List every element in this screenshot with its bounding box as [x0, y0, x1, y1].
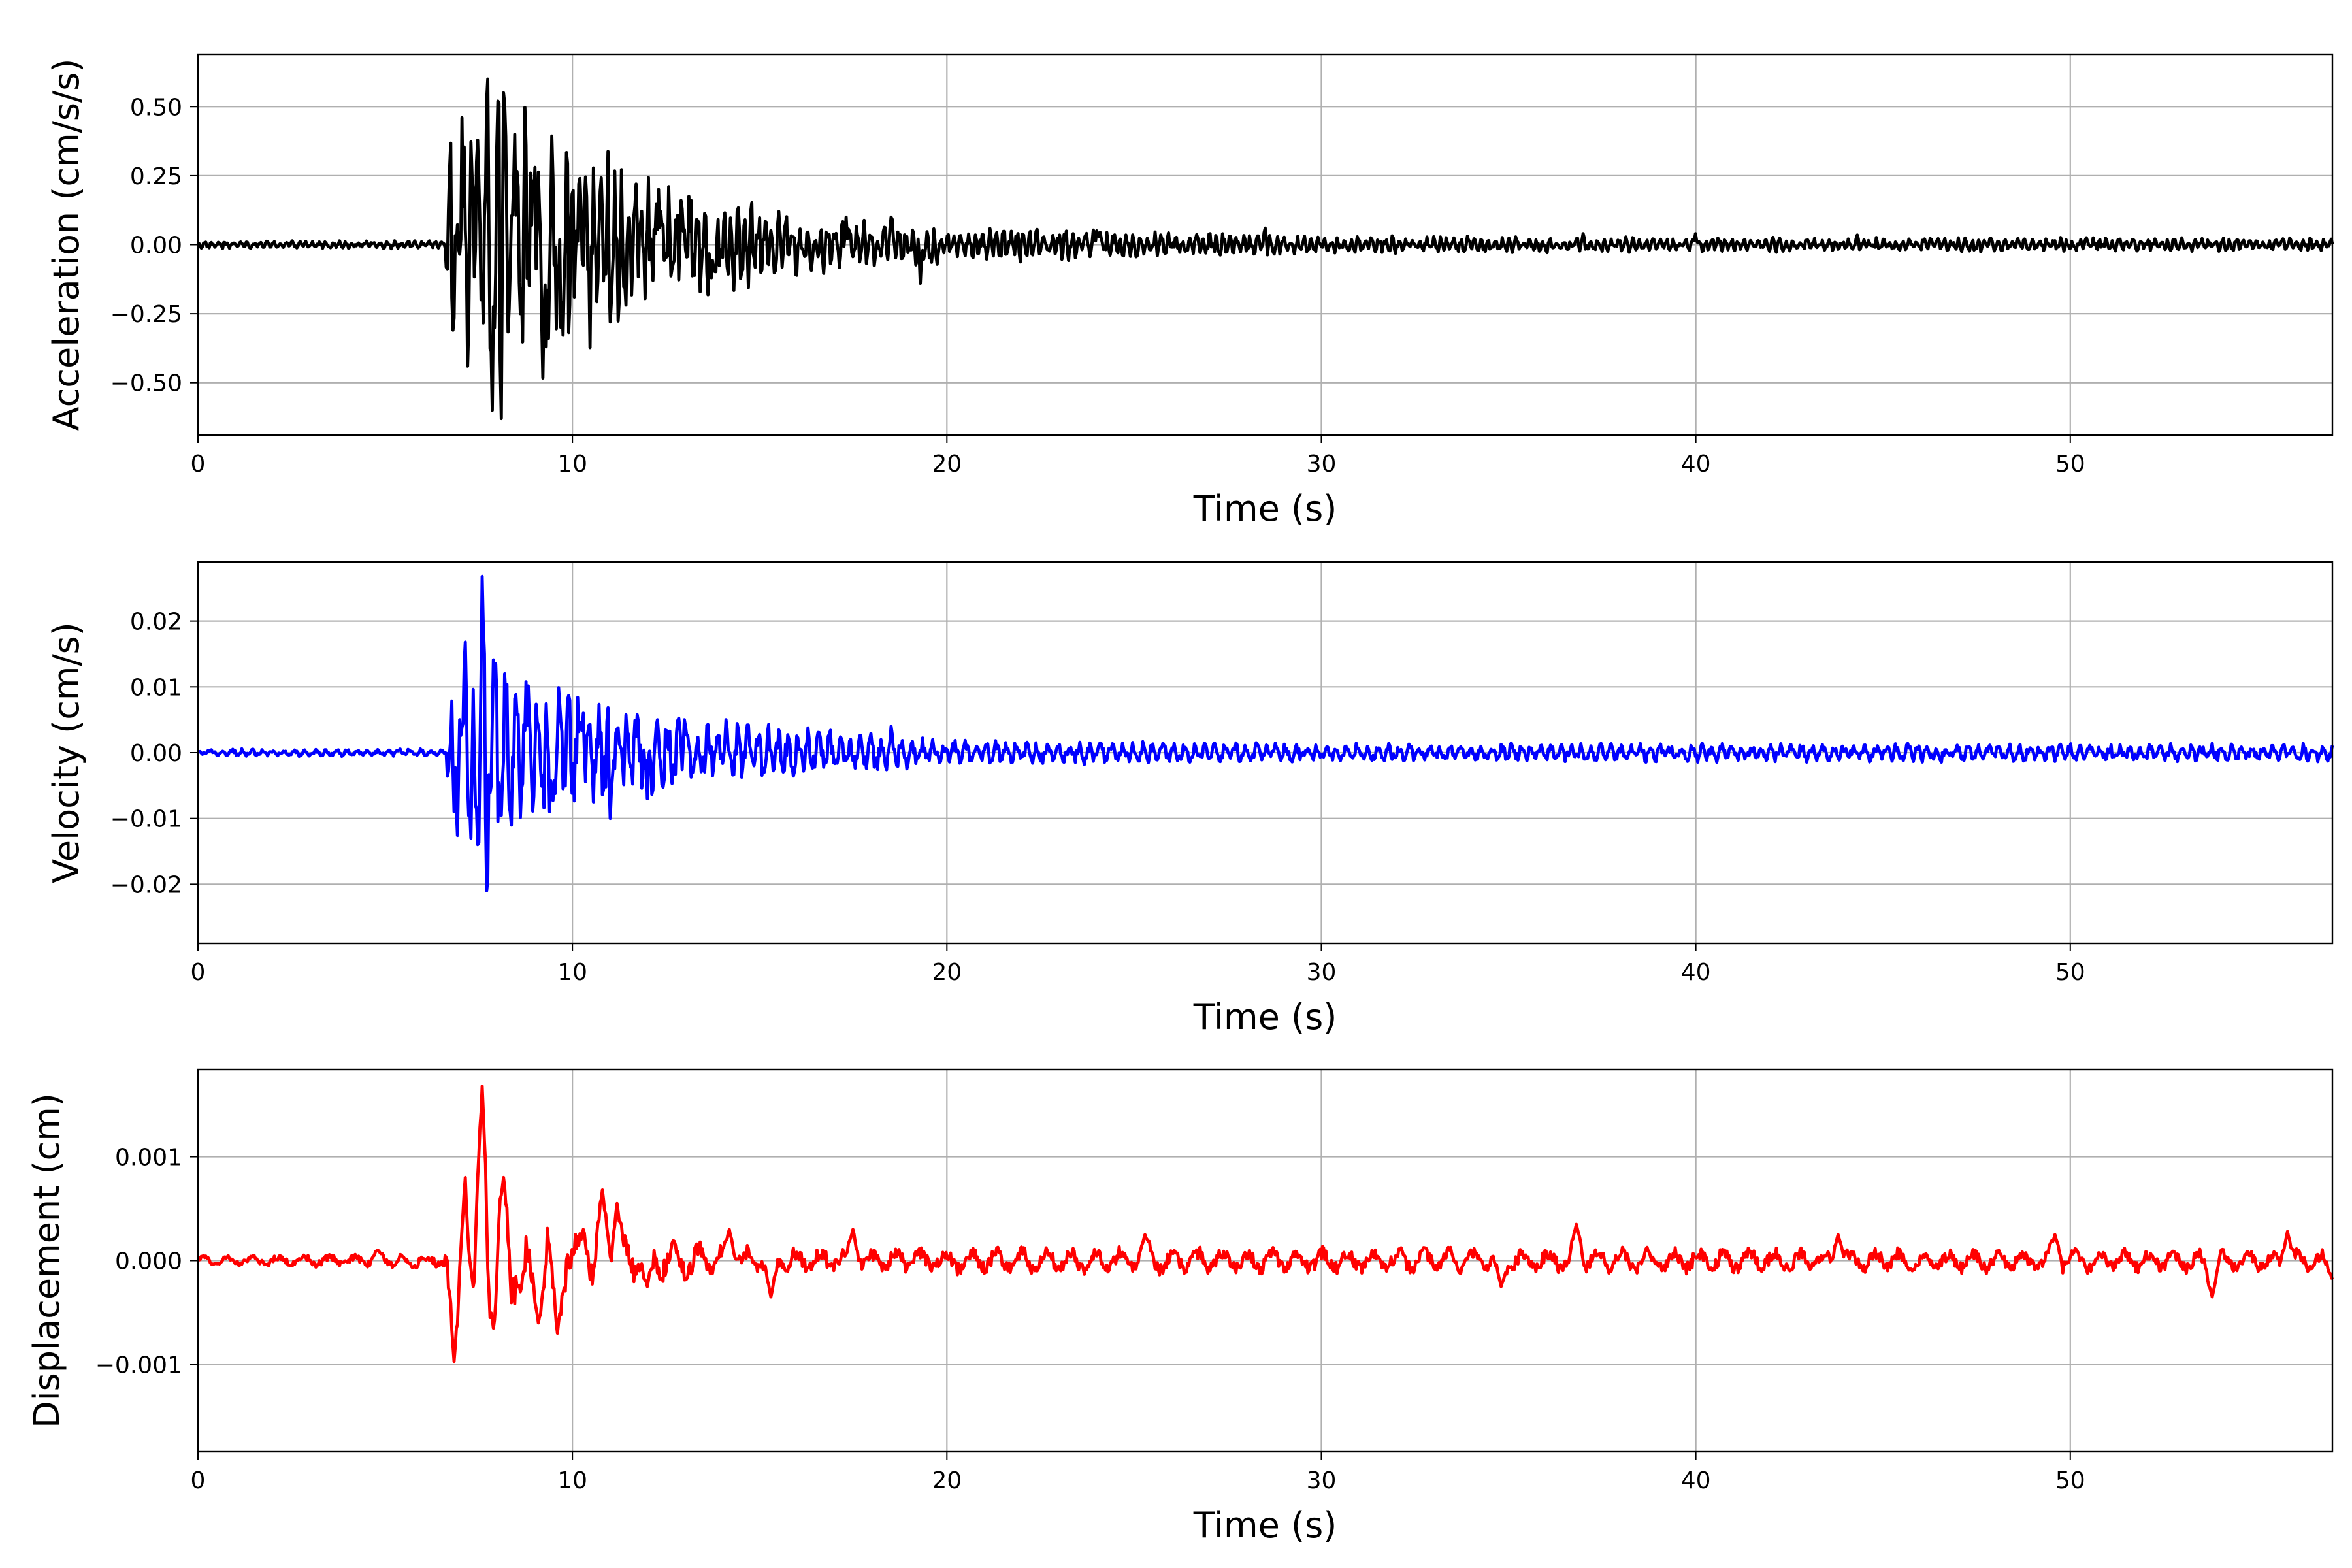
y-tick-label: 0.25: [130, 163, 182, 190]
x-tick-label: 40: [1681, 959, 1711, 986]
y-tick-label: −0.50: [110, 370, 182, 397]
y-tick-label: 0.000: [115, 1249, 182, 1275]
x-tick-label: 30: [1307, 451, 1337, 478]
x-tick-label: 30: [1307, 1467, 1337, 1494]
x-tick-label: 0: [191, 1467, 206, 1494]
y-tick-label: −0.02: [110, 872, 182, 898]
y-tick-label: −0.25: [110, 301, 182, 328]
x-tick-label: 20: [932, 959, 962, 986]
x-tick-label: 20: [932, 451, 962, 478]
displacement-series-line: [196, 1085, 2334, 1364]
x-tick-label: 20: [932, 1467, 962, 1494]
displacement-panel: 0 10 20 30 40 50 0.001 0.000 −0.001 Time (s) Displ…: [26, 1068, 2334, 1546]
x-tick-label: 0: [191, 959, 206, 986]
x-tick-label: 50: [2055, 451, 2085, 478]
x-tick-label: 10: [557, 959, 587, 986]
y-tick-label: 0.00: [130, 233, 182, 259]
y-tick-label: 0.02: [130, 609, 182, 636]
x-tick-label: 40: [1681, 451, 1711, 478]
y-axis-label: Acceleration (cm/s/s): [46, 59, 87, 431]
x-tick-label: 50: [2055, 1467, 2085, 1494]
acceleration-series-line: [197, 77, 2334, 421]
y-tick-label: 0.50: [130, 94, 182, 121]
x-tick-label: 30: [1307, 959, 1337, 986]
x-axis-label: Time (s): [1193, 1505, 1337, 1546]
y-tick-label: −0.01: [110, 806, 182, 833]
velocity-series-line: [197, 574, 2334, 892]
x-axis-label: Time (s): [1193, 996, 1337, 1037]
x-tick-label: 10: [557, 451, 587, 478]
x-tick-label: 10: [557, 1467, 587, 1494]
x-axis-label: Time (s): [1193, 488, 1337, 529]
y-tick-label: 0.01: [130, 674, 182, 701]
x-tick-label: 0: [191, 451, 206, 478]
y-axis-label: Velocity (cm/s): [46, 622, 87, 883]
y-axis-label: Displacement (cm): [26, 1093, 67, 1428]
x-tick-label: 50: [2055, 959, 2085, 986]
x-tick-label: 40: [1681, 1467, 1711, 1494]
velocity-panel: 0 10 20 30 40 50 0.02 0.01 0.00 −0.01 −0.02 Time (s…: [46, 561, 2334, 1037]
y-tick-label: 0.001: [115, 1145, 182, 1171]
acceleration-panel: 0 10 20 30 40 50 0.50 0.25 0.00 −0.25 −0.50 Time (s…: [46, 53, 2334, 529]
y-tick-label: −0.001: [95, 1352, 182, 1379]
y-tick-label: 0.00: [130, 740, 182, 767]
